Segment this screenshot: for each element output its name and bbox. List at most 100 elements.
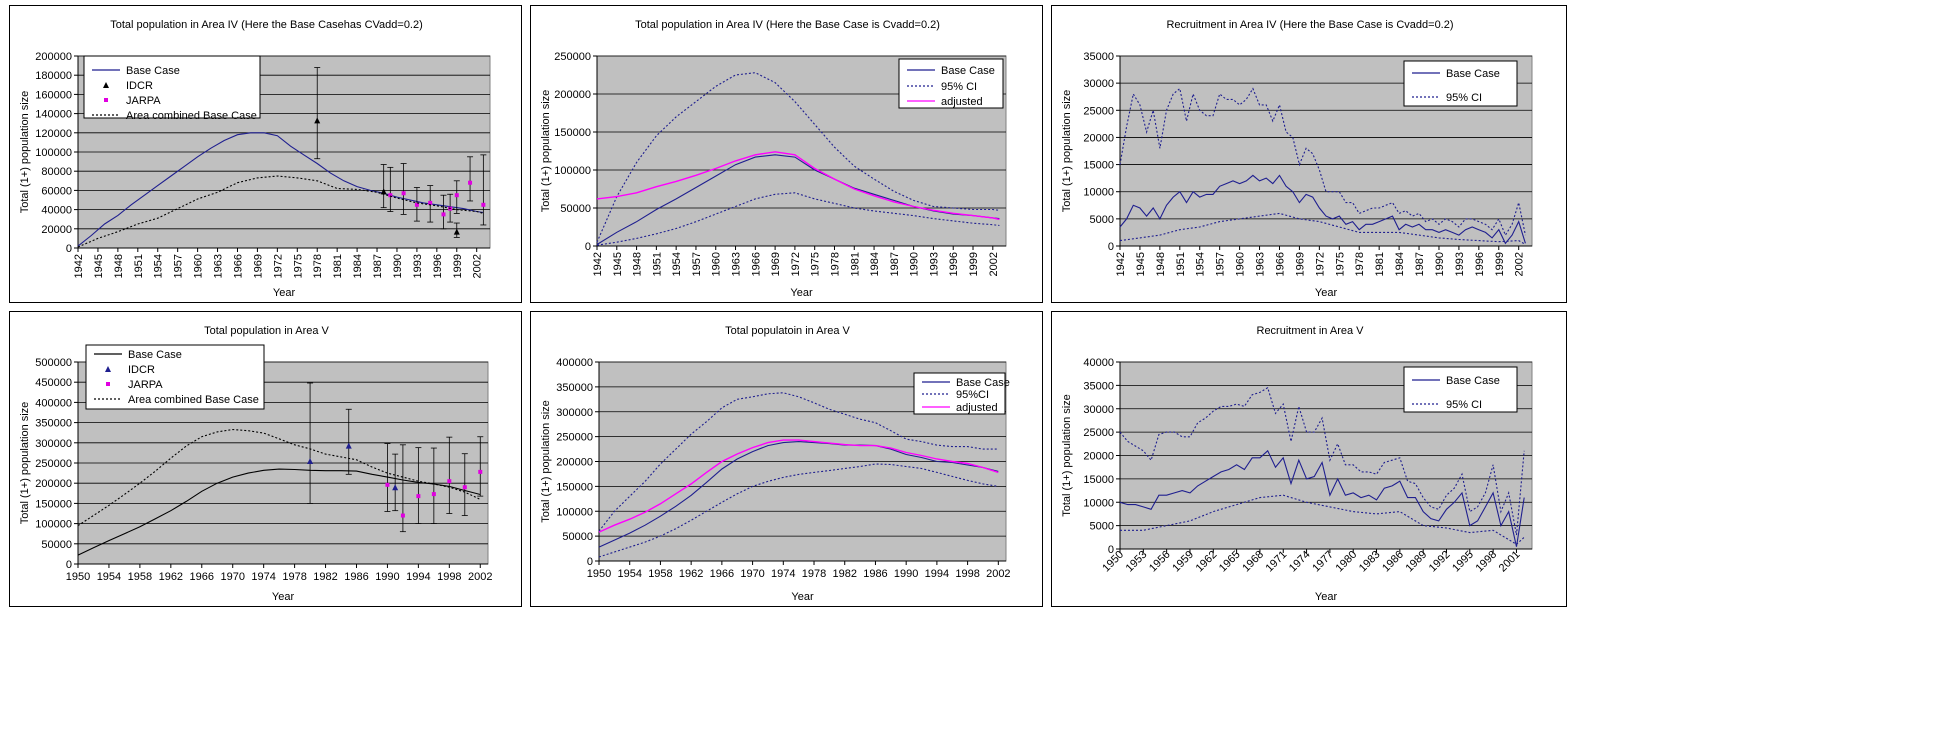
x-tick-label: 1953	[1124, 549, 1150, 575]
x-tick-label: 1958	[648, 568, 672, 580]
errorbar-point	[307, 382, 314, 504]
legend-swatch	[103, 82, 109, 88]
legend-entry: adjusted	[907, 96, 983, 108]
chart-title: Recruitment in Area V	[1257, 325, 1365, 337]
errorbar-point	[477, 436, 484, 497]
y-tick-label: 35000	[1083, 51, 1114, 63]
x-axis-label: Year	[1315, 591, 1338, 603]
chart-svg: Total population in Area V 0 50000 100000 15…	[19, 325, 493, 603]
errorbar-point	[440, 194, 447, 230]
triangle-marker	[392, 484, 399, 491]
series-line	[1119, 212, 1526, 245]
y-tick-label: 50000	[562, 531, 593, 543]
x-tick-label: 1978	[312, 254, 324, 278]
x-tick-label: 1993	[928, 252, 940, 276]
square-marker	[441, 212, 446, 217]
x-tick-label: 1995	[1450, 549, 1476, 575]
legend-label: Base Case	[1446, 375, 1500, 387]
x-tick-label: 1963	[1255, 252, 1267, 276]
errorbar-point	[446, 436, 453, 514]
x-tick-label: 1970	[740, 568, 764, 580]
x-tick-label: 1990	[894, 568, 918, 580]
legend-entry: Base Case	[907, 65, 995, 77]
x-tick-label: 1954	[97, 571, 121, 583]
legend-label: Base Case	[956, 377, 1010, 389]
x-tick-label: 2002	[472, 254, 484, 278]
y-tick-label: 450000	[35, 377, 72, 389]
legend-entry: IDCR	[105, 364, 155, 376]
legend-entry: Base Case	[1412, 68, 1500, 80]
errorbar-point	[380, 164, 387, 209]
legend-label: JARPA	[128, 379, 163, 391]
x-tick-label: 1951	[1175, 252, 1187, 276]
x-tick-label: 1984	[869, 252, 881, 276]
series-line	[1120, 494, 1525, 545]
errorbar-point	[314, 67, 321, 160]
x-tick-label: 1960	[1235, 252, 1247, 276]
y-tick-label: 300000	[35, 438, 72, 450]
legend: Base Case IDCR JARPA Area combined Base Cas…	[85, 344, 265, 410]
errorbar-point	[467, 156, 474, 202]
x-tick-label: 1966	[232, 254, 244, 278]
x-tick-label: 1960	[193, 254, 205, 278]
y-tick-label: 100000	[35, 147, 72, 159]
y-tick-label: 50000	[560, 203, 591, 215]
y-tick-label: 400000	[556, 357, 593, 369]
y-tick-label: 0	[66, 243, 72, 255]
errorbar-point	[413, 187, 420, 222]
legend-label: Base Case	[941, 65, 995, 77]
x-tick-label: 1958	[128, 571, 152, 583]
x-tick-label: 1969	[770, 252, 782, 276]
chart-svg: Total population in Area IV (Here the Ba…	[540, 19, 1007, 299]
x-tick-label: 1978	[282, 571, 306, 583]
x-tick-label: 2002	[1514, 252, 1526, 276]
legend-entry: adjusted	[922, 402, 998, 414]
x-tick-label: 2002	[468, 571, 492, 583]
y-tick-label: 40000	[41, 205, 72, 217]
legend-entry: JARPA	[106, 379, 163, 391]
errorbar-point	[430, 447, 437, 525]
x-tick-label: 1945	[93, 254, 105, 278]
x-tick-label: 1981	[1374, 252, 1386, 276]
x-tick-label: 1993	[1454, 252, 1466, 276]
x-tick-label: 1983	[1357, 549, 1383, 575]
x-tick-label: 1960	[711, 252, 723, 276]
y-tick-label: 5000	[1090, 214, 1114, 226]
square-marker	[481, 202, 486, 207]
errorbar-point	[345, 408, 352, 475]
x-tick-label: 1990	[375, 571, 399, 583]
legend-label: JARPA	[126, 95, 161, 107]
x-tick-label: 1948	[1155, 252, 1167, 276]
x-tick-label: 1972	[790, 252, 802, 276]
x-tick-label: 1950	[1100, 549, 1126, 575]
x-tick-label: 1978	[802, 568, 826, 580]
x-tick-label: 1966	[710, 568, 734, 580]
x-tick-label: 1990	[909, 252, 921, 276]
errorbar-point	[480, 154, 487, 226]
x-tick-label: 1999	[968, 252, 980, 276]
errorbar-point	[453, 222, 460, 238]
y-tick-label: 150000	[556, 481, 593, 493]
y-tick-label: 500000	[35, 357, 72, 369]
x-tick-label: 1974	[1287, 549, 1313, 575]
errorbar-point	[461, 453, 468, 516]
y-tick-label: 20000	[41, 224, 72, 236]
triangle-marker	[307, 457, 314, 464]
chart-title: Total population in Area V	[204, 325, 329, 337]
x-tick-label: 1980	[1334, 549, 1360, 575]
square-marker	[431, 492, 436, 497]
chart-panel-area-v-recruitment: Recruitment in Area V 0 5000 10000 15000 2000…	[1051, 311, 1567, 607]
y-tick-label: 250000	[556, 432, 593, 444]
x-tick-label: 1996	[948, 252, 960, 276]
x-tick-label: 1971	[1264, 549, 1290, 575]
x-tick-label: 1996	[432, 254, 444, 278]
series-line	[1119, 87, 1526, 237]
chart-panel-area-iv-population: Total population in Area IV (Here the Ba…	[9, 5, 522, 303]
chart-panel-area-iv-recruitment: Recruitment in Area IV (Here the Base Ca…	[1051, 5, 1567, 303]
y-tick-label: 0	[66, 559, 72, 571]
square-marker	[400, 513, 405, 518]
x-tick-label: 1957	[173, 254, 185, 278]
legend-entry: JARPA	[104, 95, 161, 107]
x-tick-label: 1982	[313, 571, 337, 583]
x-tick-label: 1945	[1135, 252, 1147, 276]
